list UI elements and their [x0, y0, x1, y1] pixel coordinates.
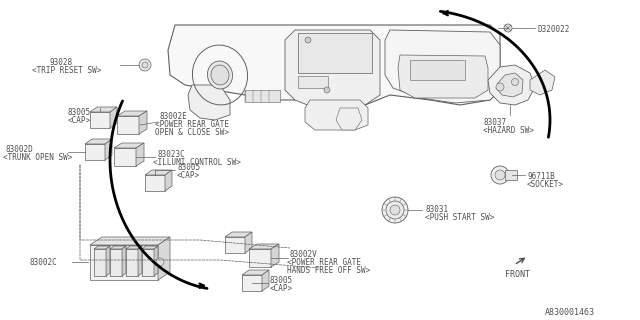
Polygon shape [110, 246, 126, 249]
Circle shape [139, 59, 151, 71]
Polygon shape [90, 112, 110, 128]
Polygon shape [138, 246, 142, 276]
Polygon shape [262, 270, 269, 291]
Text: <TRIP RESET SW>: <TRIP RESET SW> [32, 66, 101, 75]
Polygon shape [105, 139, 112, 160]
Text: 83005: 83005 [68, 108, 91, 117]
Bar [245, 90, 280, 102]
Polygon shape [94, 246, 110, 249]
Circle shape [382, 197, 408, 223]
Polygon shape [117, 116, 139, 134]
Polygon shape [122, 246, 126, 276]
Bar [410, 60, 465, 80]
Circle shape [495, 170, 505, 180]
Polygon shape [242, 270, 269, 275]
Text: 83037: 83037 [483, 118, 506, 127]
Text: 93028: 93028 [50, 58, 73, 67]
Polygon shape [94, 249, 106, 276]
Text: A830001463: A830001463 [545, 308, 595, 317]
Ellipse shape [211, 65, 229, 85]
Text: 83002D: 83002D [5, 145, 33, 154]
Polygon shape [225, 232, 252, 237]
Polygon shape [145, 170, 172, 175]
Circle shape [142, 62, 148, 68]
Polygon shape [85, 144, 105, 160]
Bar [298, 33, 372, 73]
Text: FRONT: FRONT [505, 270, 530, 279]
Polygon shape [126, 249, 138, 276]
Polygon shape [305, 100, 368, 130]
Text: 83002E: 83002E [160, 112, 188, 121]
Text: 83005: 83005 [177, 163, 200, 172]
Text: <POWER REAR GATE: <POWER REAR GATE [287, 258, 361, 267]
Text: <CAP>: <CAP> [177, 171, 200, 180]
Polygon shape [110, 107, 117, 128]
Polygon shape [225, 237, 245, 253]
Text: <TRUNK OPEN SW>: <TRUNK OPEN SW> [3, 153, 72, 162]
Text: <PUSH START SW>: <PUSH START SW> [425, 213, 494, 222]
Text: <CAP>: <CAP> [270, 284, 293, 293]
Text: D320022: D320022 [538, 25, 570, 34]
Polygon shape [398, 55, 488, 98]
Polygon shape [496, 73, 523, 97]
Polygon shape [142, 249, 154, 276]
Circle shape [491, 166, 509, 184]
Polygon shape [385, 30, 500, 103]
Circle shape [386, 201, 404, 219]
Polygon shape [271, 244, 279, 267]
Bar [298, 76, 328, 88]
Polygon shape [85, 139, 112, 144]
Polygon shape [530, 70, 555, 95]
Polygon shape [145, 175, 165, 191]
Polygon shape [245, 232, 252, 253]
Polygon shape [142, 246, 158, 249]
Ellipse shape [207, 61, 232, 89]
Circle shape [496, 83, 504, 91]
Polygon shape [168, 25, 500, 115]
Circle shape [504, 24, 512, 32]
Polygon shape [249, 244, 279, 249]
Polygon shape [117, 111, 147, 116]
Text: HANDS FREE OFF SW>: HANDS FREE OFF SW> [287, 266, 371, 275]
Polygon shape [249, 249, 271, 267]
Polygon shape [110, 249, 122, 276]
Circle shape [156, 258, 164, 266]
Circle shape [324, 87, 330, 93]
Text: <HAZARD SW>: <HAZARD SW> [483, 126, 534, 135]
Text: <POWER REAR GATE: <POWER REAR GATE [155, 120, 229, 129]
Text: 83023C: 83023C [157, 150, 185, 159]
Text: 83031: 83031 [425, 205, 448, 214]
Polygon shape [106, 246, 110, 276]
Text: 83002C: 83002C [30, 258, 58, 267]
Polygon shape [90, 107, 117, 112]
Text: OPEN & CLOSE SW>: OPEN & CLOSE SW> [155, 128, 229, 137]
Circle shape [305, 37, 311, 43]
Polygon shape [158, 237, 170, 280]
Text: 83005: 83005 [270, 276, 293, 285]
Polygon shape [126, 246, 142, 249]
Text: <CAP>: <CAP> [68, 116, 91, 125]
Polygon shape [285, 30, 380, 110]
Polygon shape [488, 65, 535, 105]
Polygon shape [114, 143, 144, 148]
Polygon shape [165, 170, 172, 191]
Polygon shape [154, 246, 158, 276]
Polygon shape [242, 275, 262, 291]
Polygon shape [336, 108, 362, 130]
Polygon shape [90, 237, 170, 245]
Polygon shape [136, 143, 144, 166]
Polygon shape [139, 111, 147, 134]
Circle shape [390, 205, 400, 215]
Bar [505, 170, 517, 180]
Polygon shape [114, 148, 136, 166]
Text: 96711B: 96711B [527, 172, 555, 181]
Polygon shape [90, 245, 158, 280]
Text: 83002V: 83002V [290, 250, 317, 259]
Circle shape [511, 78, 518, 85]
Polygon shape [188, 85, 230, 120]
Text: <ILLUMI CONTROL SW>: <ILLUMI CONTROL SW> [153, 158, 241, 167]
Text: <SOCKET>: <SOCKET> [527, 180, 564, 189]
